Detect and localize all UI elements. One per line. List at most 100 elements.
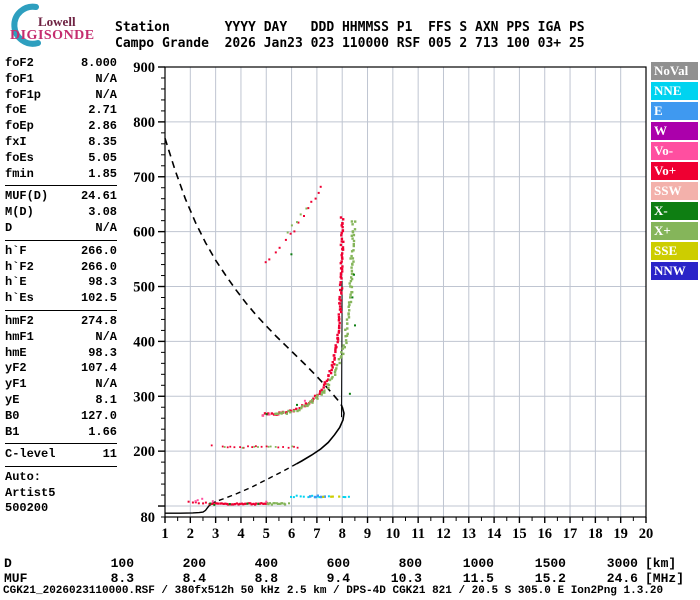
series-f-trace-xminus-specks <box>265 253 356 416</box>
doppler-direction-legend: NoVal NNE E W Vo- Vo+ SSW X- X+ SSE NNW <box>651 62 698 282</box>
param-value: 3.08 <box>88 205 117 220</box>
param-value: 266.0 <box>80 243 117 258</box>
param-value: 8.35 <box>88 134 117 149</box>
param-label: hmF2 <box>5 313 34 328</box>
x-axis-label: 9 <box>364 526 371 542</box>
param-label: fmin <box>5 166 34 181</box>
legend-item-nne: NNE <box>651 82 698 100</box>
param-value: 11 <box>102 447 117 462</box>
scaled-parameters-panel: foF2 8.000 foF1 N/A foF1p N/A foE 2.71 foEp 2.86 f… <box>5 56 117 516</box>
x-axis-label: 5 <box>263 526 270 542</box>
table-cell: 100 <box>110 556 134 571</box>
param-row-hf2: h`F2 266.0 <box>5 260 117 276</box>
x-axis-label: 16 <box>537 526 552 542</box>
series-upper-es-e <box>308 494 326 499</box>
y-axis-label: 500 <box>133 280 155 296</box>
x-axis-label: 14 <box>487 526 502 542</box>
curve-transmission-curve-dashed <box>164 138 343 408</box>
legend-item-w: W <box>651 122 698 140</box>
param-row-foep: foEp 2.86 <box>5 119 117 135</box>
series-es-layer-xminus-specks <box>209 502 260 506</box>
crescent-logo-icon <box>11 3 41 47</box>
x-axis-label: 20 <box>639 526 654 542</box>
param-value: N/A <box>95 87 117 102</box>
x-axis-label: 10 <box>386 526 401 542</box>
param-label: h`F2 <box>5 259 34 274</box>
param-value: 102.5 <box>80 291 117 306</box>
series-f2-trace-x-mode-x+- <box>274 220 357 416</box>
param-row-he: h`E 98.3 <box>5 275 117 291</box>
param-label: foF1 <box>5 71 34 86</box>
row-label: D <box>4 556 12 571</box>
param-row-hme: hmE 98.3 <box>5 346 117 362</box>
x-axis-label: 15 <box>512 526 527 542</box>
lowell-digisonde-logo: Lowell DIGISONDE <box>2 2 114 50</box>
x-axis-label: 2 <box>187 526 194 542</box>
param-value: 5.05 <box>88 150 117 165</box>
param-label: yE <box>5 392 20 407</box>
y-axis-label: 600 <box>133 225 155 241</box>
param-row-fof1: foF1 N/A <box>5 72 117 88</box>
legend-item-noval: NoVal <box>651 62 698 80</box>
param-label: hmF1 <box>5 329 34 344</box>
row-label: MUF <box>4 571 28 586</box>
param-row-fmin: fmin 1.85 <box>5 167 117 183</box>
divider <box>5 443 117 445</box>
param-row-md: M(D) 3.08 <box>5 205 117 221</box>
autoscaling-info-line: Auto: <box>5 470 42 485</box>
param-row-hf: h`F 266.0 <box>5 244 117 260</box>
series-f-trace-vo-minus-specks <box>262 399 306 417</box>
param-row-foes: foEs 5.05 <box>5 151 117 167</box>
table-cell: 8.3 <box>110 571 134 586</box>
header-field-values: Campo Grande 2026 Jan23 023 110000 RSF 0… <box>115 36 585 51</box>
curve-foF2-vertical-line <box>341 281 343 418</box>
table-cell: 15.2 <box>534 571 566 586</box>
series-es-layer-x-tail <box>266 502 287 506</box>
param-row-yf1: yF1 N/A <box>5 377 117 393</box>
table-cell: 9.4 <box>326 571 350 586</box>
logo-lowell-text: Lowell <box>38 14 76 29</box>
param-value: N/A <box>95 329 117 344</box>
param-label: h`Es <box>5 291 34 306</box>
param-row-fof1p: foF1p N/A <box>5 88 117 104</box>
y-axis-label: 700 <box>133 170 155 186</box>
table-cell: 600 <box>326 556 350 571</box>
param-label: foF2 <box>5 56 34 70</box>
legend-item-vo: Vo- <box>651 142 698 160</box>
legend-item-nnw: NNW <box>651 262 698 280</box>
param-value: 127.0 <box>80 408 117 423</box>
series-upper-es-sse <box>322 495 341 498</box>
unit-label: [km] <box>645 556 677 571</box>
y-axis-label: 400 <box>133 334 155 350</box>
param-row-fxi: fxI 8.35 <box>5 135 117 151</box>
series-es-layer-vo-minus <box>194 497 268 503</box>
param-value: 98.3 <box>88 275 117 290</box>
legend-item-x: X- <box>651 202 698 220</box>
param-row-hes: h`Es 102.5 <box>5 291 117 307</box>
x-axis-label: 3 <box>212 526 219 542</box>
x-axis-label: 17 <box>563 526 578 542</box>
table-cell: 10.3 <box>390 571 422 586</box>
param-value: 266.0 <box>80 259 117 274</box>
legend-item-ssw: SSW <box>651 182 698 200</box>
param-label: C-level <box>5 447 56 462</box>
y-axis-label: 900 <box>133 60 155 76</box>
param-value: 8.000 <box>80 56 117 70</box>
x-axis-label: 11 <box>411 526 425 542</box>
header-field-names: Station YYYY DAY DDD HHMMSS P1 FFS S AXN… <box>115 20 585 35</box>
table-cell: 1500 <box>534 556 566 571</box>
param-row-d: D N/A <box>5 221 117 237</box>
x-axis-label: 7 <box>313 526 320 542</box>
legend-item-x: X+ <box>651 222 698 240</box>
table-cell: 400 <box>254 556 278 571</box>
autoscaling-info-line: 500200 <box>5 500 49 515</box>
param-label: fxI <box>5 134 27 149</box>
param-label: B1 <box>5 424 20 439</box>
legend-item-e: E <box>651 102 698 120</box>
param-label: h`E <box>5 275 27 290</box>
logo-digisonde-text: DIGISONDE <box>10 28 95 43</box>
param-value: N/A <box>95 377 117 392</box>
series-f2-trace-o-mode-vo+- <box>261 216 345 417</box>
